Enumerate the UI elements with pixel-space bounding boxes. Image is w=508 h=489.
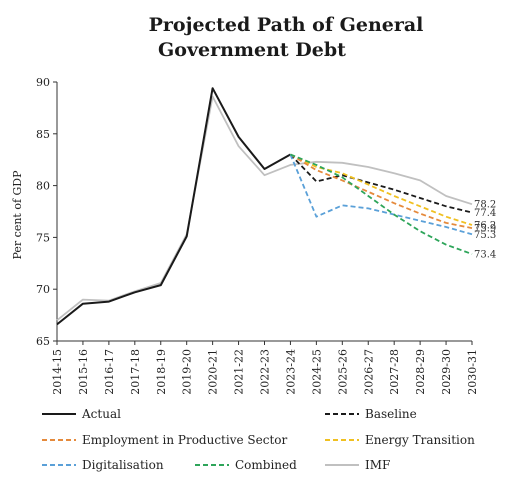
x-tick-label: 2014-15 bbox=[51, 349, 64, 395]
series-line-digitalisation bbox=[289, 154, 473, 236]
x-tick-label: 2027-28 bbox=[388, 349, 401, 395]
y-axis: 65 70 75 80 85 90 bbox=[36, 76, 58, 348]
x-tick-label: 2025-26 bbox=[336, 349, 349, 395]
legend-label: Employment in Productive Sector bbox=[82, 433, 288, 447]
x-tick-label: 2028-29 bbox=[414, 349, 427, 395]
x-tick-label: 2021-22 bbox=[233, 349, 246, 395]
series-line-actual bbox=[56, 87, 291, 326]
x-tick-label: 2017-18 bbox=[129, 349, 142, 395]
series-line-employment-in-productive-sector bbox=[289, 153, 473, 229]
chart-title-line-2: Government Debt bbox=[158, 39, 346, 61]
x-tick-label: 2016-17 bbox=[103, 349, 116, 395]
chart-title-line-1: Projected Path of General bbox=[149, 14, 424, 36]
legend-label: Digitalisation bbox=[82, 458, 164, 472]
x-tick-label: 2029-30 bbox=[440, 349, 453, 395]
x-axis: 2014-15 2015-16 2016-17 2017-18 2018-19 2019-… bbox=[51, 340, 479, 395]
y-tick-label: 80 bbox=[36, 180, 50, 193]
legend-label: IMF bbox=[365, 458, 390, 472]
legend: Actual Baseline Employment in Productive S… bbox=[42, 407, 475, 472]
series-line-imf bbox=[56, 95, 473, 322]
legend-label: Energy Transition bbox=[365, 433, 475, 447]
y-axis-label: Per cent of GDP bbox=[11, 170, 24, 260]
end-value-label: 75.3 bbox=[474, 230, 496, 241]
legend-label: Baseline bbox=[365, 407, 417, 421]
y-tick-label: 75 bbox=[36, 231, 50, 244]
series-line-energy-transition bbox=[290, 153, 473, 226]
x-tick-label: 2018-19 bbox=[155, 349, 168, 395]
x-tick-label: 2023-24 bbox=[284, 349, 297, 395]
x-tick-label: 2024-25 bbox=[310, 349, 323, 395]
y-tick-label: 70 bbox=[36, 283, 50, 296]
end-value-label: 76.2 bbox=[474, 220, 496, 231]
end-value-label: 73.4 bbox=[474, 249, 496, 260]
x-tick-label: 2015-16 bbox=[77, 349, 90, 395]
x-tick-label: 2022-23 bbox=[259, 349, 272, 395]
x-tick-label: 2030-31 bbox=[466, 349, 479, 395]
legend-label: Combined bbox=[235, 458, 297, 472]
x-tick-label: 2020-21 bbox=[207, 349, 220, 395]
x-tick-label: 2019-20 bbox=[181, 349, 194, 395]
series-line-combined bbox=[290, 153, 473, 255]
series-lines bbox=[56, 87, 473, 326]
y-tick-label: 90 bbox=[36, 76, 50, 89]
x-tick-label: 2026-27 bbox=[362, 349, 375, 395]
end-value-label: 75.9 bbox=[474, 224, 496, 235]
end-labels: 78.277.476.275.975.3 73.4 bbox=[474, 200, 496, 261]
end-value-label: 77.4 bbox=[474, 208, 496, 219]
series-line-baseline bbox=[289, 153, 473, 214]
y-tick-label: 65 bbox=[36, 335, 50, 348]
legend-label: Actual bbox=[81, 407, 121, 421]
end-value-label: 78.2 bbox=[474, 200, 496, 211]
y-tick-label: 85 bbox=[36, 128, 50, 141]
